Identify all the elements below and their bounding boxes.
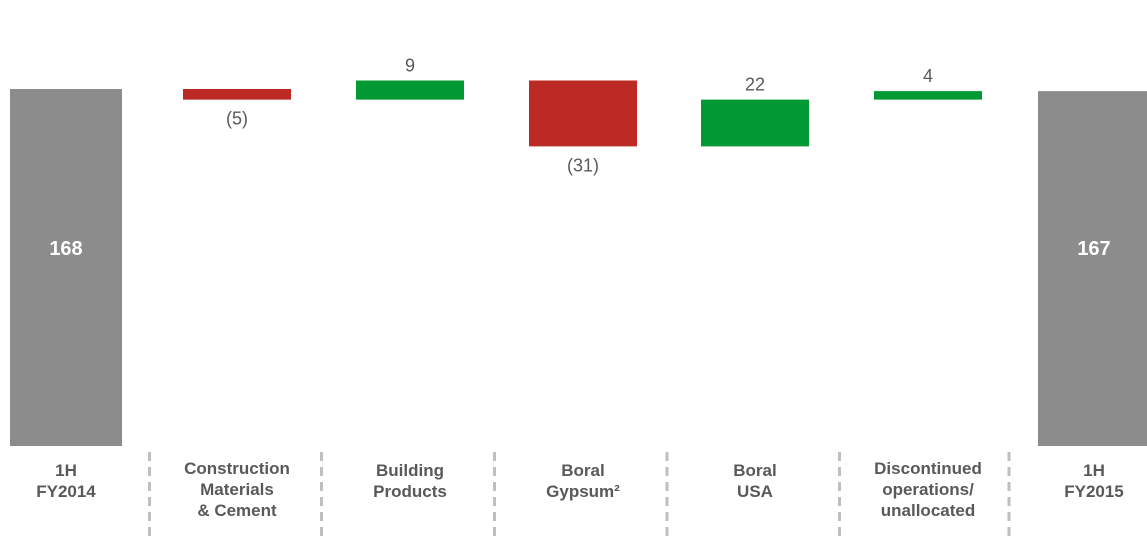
category-label-line: unallocated [880,501,976,520]
category-label-line: FY2014 [36,482,96,501]
category-label-line: USA [737,482,773,501]
category-label: Building Products [340,460,480,502]
category-label-line: Products [373,482,447,501]
category-label-line: 1H [1083,461,1105,480]
data-label: (5) [226,109,248,129]
category-label-line: & Cement [197,501,277,520]
category-label: Construction Materials & Cement [167,458,307,521]
category-label-line: Construction [184,459,290,478]
category-label: Boral USA [685,460,825,502]
category-label: 1H FY2015 [1024,460,1147,502]
category-label-line: Gypsum² [546,482,620,501]
increase-bar [874,91,982,100]
decrease-bar [183,89,291,100]
category-label-line: Building [376,461,444,480]
category-label-line: 1H [55,461,77,480]
total-bar [10,89,122,446]
increase-bar [356,80,464,100]
category-label-line: Boral [733,461,777,480]
data-label: 9 [405,56,415,76]
total-bar [1038,91,1147,446]
category-label-line: Boral [561,461,605,480]
category-label-line: Discontinued [874,459,982,478]
category-label: 1H FY2014 [0,460,136,502]
category-label: Discontinued operations/unallocated [858,458,998,521]
data-label: 22 [745,75,765,95]
category-label-line: operations/ [882,480,974,499]
category-label: Boral Gypsum² [513,460,653,502]
category-label-line: Materials [200,480,274,499]
data-label: 168 [49,238,82,260]
data-label: 4 [923,66,933,86]
data-label: (31) [567,155,599,175]
decrease-bar [529,80,637,147]
increase-bar [701,99,809,147]
data-label: 167 [1077,238,1110,260]
category-label-line: FY2015 [1064,482,1124,501]
